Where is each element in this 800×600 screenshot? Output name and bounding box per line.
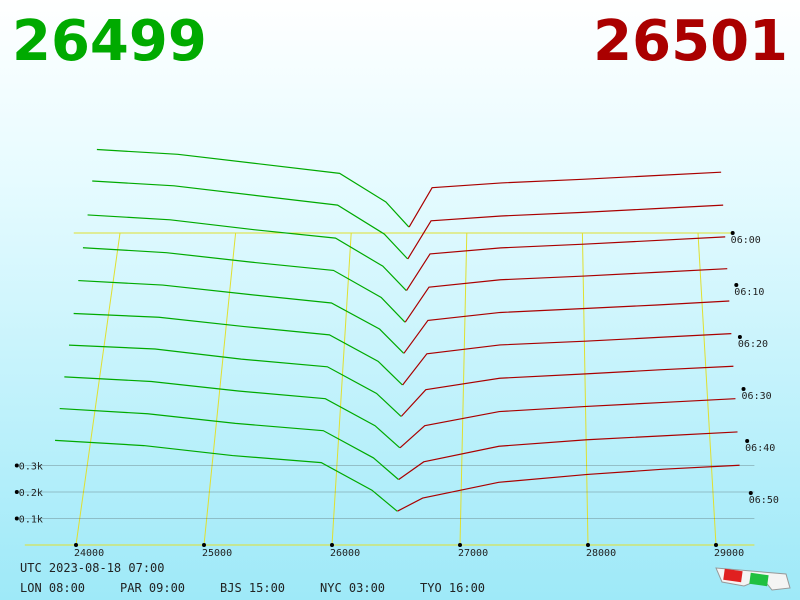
time-tick xyxy=(745,439,750,443)
ask-depth-line xyxy=(400,365,734,417)
tick-dot xyxy=(586,543,590,547)
bid-depth-line xyxy=(87,214,407,291)
time-tick xyxy=(734,283,739,287)
time-tick-label: 06:20 xyxy=(738,339,768,350)
grid-line xyxy=(697,232,717,546)
volume-tick xyxy=(14,516,19,521)
time-tick-label: 06:50 xyxy=(749,495,779,506)
bid-depth-line xyxy=(64,376,401,449)
ask-depth-line xyxy=(402,333,732,386)
bid-price: 26499 xyxy=(12,9,207,74)
ask-depth-line xyxy=(403,300,730,354)
x-tick-label: 27000 xyxy=(458,548,488,559)
tick-dot xyxy=(74,543,78,547)
bid-depth-line xyxy=(73,312,403,386)
ask-depth-line xyxy=(406,236,726,291)
tick-dot xyxy=(202,543,206,547)
utc-time: UTC 2023-08-18 07:00 xyxy=(20,561,165,575)
bid-depth-line xyxy=(78,279,405,354)
bid-depth-line xyxy=(96,148,410,228)
volume-tick xyxy=(14,490,19,494)
time-tick xyxy=(730,231,735,235)
time-tick-label: 06:10 xyxy=(734,287,764,298)
time-tick-label: 06:30 xyxy=(742,391,772,402)
ask-depth-line xyxy=(408,171,722,228)
grid-line xyxy=(75,232,121,546)
clock: TYO 16:00 xyxy=(420,581,485,595)
time-tick xyxy=(741,387,746,391)
volume-tick-label: 0.1k xyxy=(19,515,43,526)
grid-line xyxy=(581,232,589,546)
x-tick-label: 24000 xyxy=(74,548,104,559)
x-tick-label: 29000 xyxy=(714,548,744,559)
ask-price: 26501 xyxy=(593,9,788,74)
tick-dot xyxy=(714,543,718,547)
ask-depth-line xyxy=(404,268,728,323)
x-tick-label: 25000 xyxy=(202,548,232,559)
bid-depth-line xyxy=(92,180,409,260)
ask-depth-line xyxy=(397,464,740,512)
ask-depth-line xyxy=(399,398,736,449)
time-tick xyxy=(737,335,742,339)
bid-depth-line xyxy=(55,439,398,512)
plot: 24000 25000 26000 27000 28000 29000 06:00 06:10… xyxy=(14,148,779,559)
grid-line xyxy=(459,232,468,546)
ask-depth-line xyxy=(407,204,724,260)
tick-dot xyxy=(458,543,462,547)
clock: PAR 09:00 xyxy=(120,581,185,595)
bid-depth-line xyxy=(82,247,406,323)
clock: BJS 15:00 xyxy=(220,581,285,595)
grid-line xyxy=(331,232,352,546)
clocks: LON 08:00 PAR 09:00 BJS 15:00 NYC 03:00 TYO … xyxy=(20,581,485,595)
clock: NYC 03:00 xyxy=(320,581,385,595)
volume-tick xyxy=(14,463,19,468)
bid-depth-line xyxy=(59,407,399,480)
ask-depth-line xyxy=(398,431,738,480)
volume-tick-label: 0.2k xyxy=(19,488,43,499)
time-tick-label: 06:40 xyxy=(745,443,775,454)
tick-dot xyxy=(330,543,334,547)
volume-tick-label: 0.3k xyxy=(19,462,43,473)
x-tick-label: 28000 xyxy=(586,548,616,559)
bid-depth-line xyxy=(68,344,402,417)
clock: LON 08:00 xyxy=(20,581,85,595)
x-tick-label: 26000 xyxy=(330,548,360,559)
3d-glasses-icon xyxy=(715,567,791,591)
time-tick-label: 06:00 xyxy=(731,235,761,246)
